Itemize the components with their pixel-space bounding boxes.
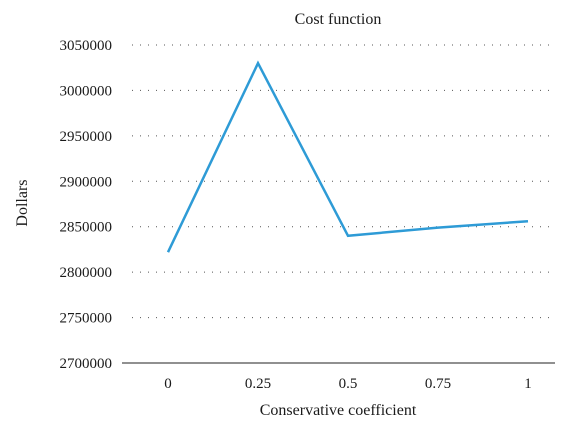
y-tick-label: 2950000	[60, 129, 113, 145]
x-tick-label: 1	[524, 376, 532, 392]
y-tick-label: 2850000	[60, 220, 113, 236]
x-tick-label: 0.25	[245, 376, 271, 392]
series-group	[168, 63, 528, 252]
x-tick-label: 0	[164, 376, 172, 392]
y-tick-label: 2700000	[60, 356, 113, 372]
y-tick-label: 3000000	[60, 83, 113, 99]
y-tick-label: 3050000	[60, 38, 113, 54]
x-tick-label: 0.75	[425, 376, 451, 392]
series-line	[168, 63, 528, 252]
x-tick-label: 0.5	[339, 376, 358, 392]
y-tick-label: 2750000	[60, 311, 113, 327]
chart-title: Cost function	[295, 11, 382, 28]
y-tick-label: 2900000	[60, 174, 113, 190]
x-axis-ticks: 0 0.25 0.5 0.75 1	[164, 376, 532, 392]
y-tick-label: 2800000	[60, 265, 113, 281]
grid	[132, 45, 555, 318]
y-axis-ticks: 2700000 2750000 2800000 2850000 2900000 29500…	[60, 38, 113, 372]
x-axis-title: Conservative coefficient	[260, 402, 417, 419]
y-axis-title: Dollars	[14, 179, 31, 226]
